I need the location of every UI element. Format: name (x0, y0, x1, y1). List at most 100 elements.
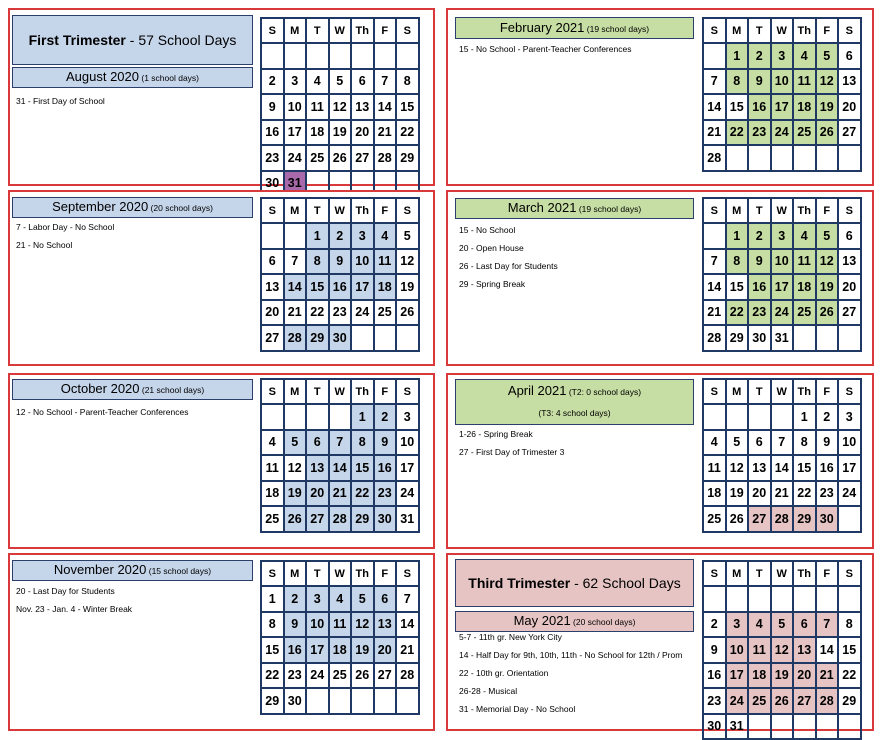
day-cell: 8 (724, 67, 749, 95)
day-cell: 26 (327, 144, 352, 172)
day-cell: 11 (747, 636, 772, 664)
event-item: 12 - No School - Parent-Teacher Conferen… (16, 407, 189, 417)
day-cell: 8 (350, 428, 375, 456)
day-cell: 29 (350, 505, 375, 533)
event-item: 15 - No School - Parent-Teacher Conferen… (459, 44, 632, 54)
day-cell: 19 (395, 273, 420, 301)
weekday-label: S (837, 17, 862, 44)
week-row: 16 17 18 19 20 21 22 (260, 118, 420, 146)
day-cell: 29 (837, 687, 862, 715)
empty-day-cell (747, 144, 772, 172)
weekday-header-row: S M T W Th F S (260, 17, 420, 44)
day-cell: 11 (327, 610, 352, 638)
day-cell: 19 (350, 636, 375, 664)
day-cell: 31 (395, 505, 420, 533)
weekday-label: Th (350, 378, 375, 405)
weekday-label: T (305, 197, 330, 224)
weekday-label: S (260, 17, 285, 44)
day-cell: 8 (724, 247, 749, 275)
day-cell: 23 (702, 687, 727, 715)
empty-day-cell (702, 585, 727, 613)
day-cell: 24 (395, 479, 420, 507)
day-cell: 2 (327, 222, 352, 250)
day-cell: 7 (282, 247, 307, 275)
day-cell: 28 (372, 144, 397, 172)
day-cell: 12 (350, 610, 375, 638)
day-cell: 5 (814, 42, 839, 70)
day-cell: 28 (702, 324, 727, 352)
weekday-label: S (395, 197, 420, 224)
day-cell: 24 (837, 479, 862, 507)
day-cell: 25 (792, 118, 817, 146)
weekday-label: F (372, 17, 397, 44)
day-cell: 30 (814, 505, 839, 533)
week-row: 4 5 6 7 8 9 10 (702, 428, 862, 456)
week-row: 29 30 (260, 687, 420, 715)
empty-day-cell (395, 324, 420, 352)
day-cell: 17 (837, 454, 862, 482)
day-cell: 4 (702, 428, 727, 456)
week-row: 7 8 9 10 11 12 13 (702, 67, 862, 95)
day-cell: 17 (769, 273, 794, 301)
day-cell: 27 (792, 687, 817, 715)
week-row: 9 10 11 12 13 14 15 (702, 636, 862, 664)
day-cell: 28 (702, 144, 727, 172)
week-row: 18 19 20 21 22 23 24 (702, 479, 862, 507)
event-item: 5-7 - 11th gr. New York City (459, 632, 562, 642)
day-cell: 13 (260, 273, 285, 301)
events-list: 31 - First Day of School (16, 92, 105, 110)
day-cell: 1 (792, 403, 817, 431)
empty-day-cell (350, 687, 375, 715)
weekday-label: M (724, 197, 749, 224)
day-cell: 7 (702, 247, 727, 275)
day-cell: 18 (372, 273, 397, 301)
day-cell: 30 (327, 324, 352, 352)
day-cell: 12 (395, 247, 420, 275)
weekday-label: Th (792, 197, 817, 224)
weekday-header-row: S M T W Th F S (260, 197, 420, 224)
empty-day-cell (792, 324, 817, 352)
weekday-label: S (395, 560, 420, 587)
empty-day-cell (327, 687, 352, 715)
weekday-label: S (702, 197, 727, 224)
weekday-label: Th (792, 378, 817, 405)
weekday-label: S (837, 197, 862, 224)
day-cell: 2 (372, 403, 397, 431)
empty-day-cell (769, 712, 794, 740)
day-cell: 8 (395, 67, 420, 95)
day-cell: 22 (724, 118, 749, 146)
day-cell: 11 (702, 454, 727, 482)
week-row: 9 10 11 12 13 14 15 (260, 93, 420, 121)
day-cell: 2 (814, 403, 839, 431)
day-cell: 23 (260, 144, 285, 172)
event-item: Nov. 23 - Jan. 4 - Winter Break (16, 604, 133, 614)
day-cell: 15 (350, 454, 375, 482)
weekday-label: S (395, 17, 420, 44)
day-cell: 13 (837, 247, 862, 275)
day-cell: 2 (282, 585, 307, 613)
week-row: 20 21 22 23 24 25 26 (260, 298, 420, 326)
week-row: 7 8 9 10 11 12 13 (702, 247, 862, 275)
day-cell: 22 (350, 479, 375, 507)
day-cell: 18 (305, 118, 330, 146)
weekday-header-row: S M T W Th F S (702, 17, 862, 44)
weekday-label: W (327, 378, 352, 405)
empty-day-cell (814, 324, 839, 352)
weekday-label: W (769, 560, 794, 587)
day-cell: 21 (372, 118, 397, 146)
day-cell: 29 (305, 324, 330, 352)
day-cell: 8 (792, 428, 817, 456)
day-cell: 15 (792, 454, 817, 482)
day-cell: 15 (395, 93, 420, 121)
calendar-grid: S M T W Th F S 2 3 4 5 6 7 8 9 10 11 12 13 14 15 16 17 18 19 20 21… (702, 560, 862, 740)
day-cell: 4 (327, 585, 352, 613)
day-cell: 13 (837, 67, 862, 95)
day-cell: 16 (747, 273, 772, 301)
day-cell: 12 (724, 454, 749, 482)
weekday-label: S (837, 560, 862, 587)
empty-day-cell (814, 712, 839, 740)
month-title: October 2020 (60, 381, 140, 396)
day-cell: 19 (724, 479, 749, 507)
